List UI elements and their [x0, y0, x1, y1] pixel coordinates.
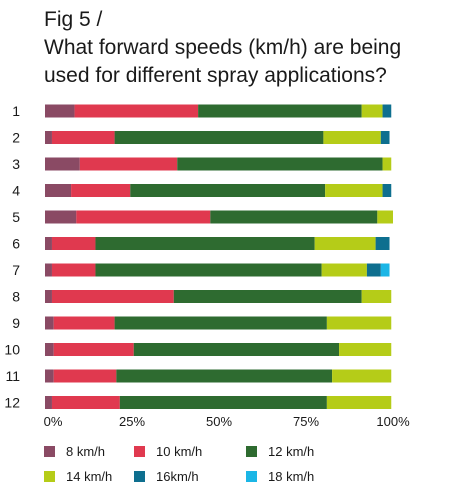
bar-segment — [45, 369, 54, 383]
bar-segment — [79, 157, 178, 171]
bar-segment — [71, 184, 131, 197]
category-label: 10 — [4, 342, 20, 358]
legend-item: 8 km/h — [44, 444, 134, 459]
bar-segment — [51, 263, 96, 277]
title-line-2: used for different spray applications? — [44, 64, 387, 87]
bar-segment — [332, 369, 392, 383]
bar-segment — [375, 237, 390, 250]
bar-segment — [51, 290, 174, 303]
bar-segment — [51, 237, 96, 250]
x-tick-label: 75% — [293, 414, 319, 429]
bar-segment — [380, 131, 390, 144]
x-tick-label: 100% — [376, 414, 410, 429]
bar-segment — [326, 316, 392, 330]
bar-segment — [382, 104, 392, 118]
legend-item: 18 km/h — [246, 469, 346, 484]
bar-segment — [45, 131, 52, 144]
bar-segment — [51, 131, 115, 144]
bar-segment — [380, 263, 390, 277]
bar-segment — [45, 396, 52, 409]
category-label: 12 — [4, 395, 20, 411]
bar-segment — [45, 290, 52, 303]
category-label: 2 — [12, 130, 20, 146]
legend-label: 16km/h — [156, 469, 199, 484]
bar-segment — [361, 104, 383, 118]
legend-swatch — [134, 471, 145, 482]
category-label: 4 — [12, 183, 20, 199]
bar-segment — [133, 343, 340, 356]
category-label: 6 — [12, 236, 20, 252]
bar-segment — [366, 263, 381, 277]
bar-segment — [314, 237, 376, 250]
bar-segment — [325, 184, 383, 197]
bar-segment — [323, 131, 381, 144]
bar-segment — [45, 157, 80, 171]
category-label: 1 — [12, 103, 20, 119]
bar-segment — [326, 396, 392, 409]
bar-segment — [45, 316, 54, 330]
legend-label: 14 km/h — [66, 469, 113, 484]
chart-title: Fig 5 / What forward speeds (km/h) are b… — [44, 6, 401, 90]
bar-segment — [177, 157, 383, 171]
legend-swatch — [44, 446, 55, 457]
legend-swatch — [246, 446, 257, 457]
legend-swatch — [44, 471, 55, 482]
x-tick-label: 50% — [206, 414, 232, 429]
category-label: 8 — [12, 289, 20, 305]
bar-segment — [339, 343, 392, 356]
bar-segment — [45, 210, 77, 224]
bar-segment — [45, 343, 54, 356]
bar-segment — [130, 184, 326, 197]
bar-segment — [95, 237, 315, 250]
bar-segment — [114, 131, 324, 144]
legend-label: 18 km/h — [268, 469, 315, 484]
bar-segment — [382, 184, 392, 197]
bar-segment — [51, 396, 120, 409]
bar-segment — [116, 369, 333, 383]
legend-item: 10 km/h — [134, 444, 246, 459]
legend-swatch — [246, 471, 257, 482]
bar-segment — [53, 369, 117, 383]
bar-segment — [53, 316, 115, 330]
bar-segment — [361, 290, 392, 303]
bar-segment — [45, 104, 75, 118]
x-tick-label: 25% — [119, 414, 145, 429]
bar-segment — [114, 316, 327, 330]
legend-item: 16km/h — [134, 469, 246, 484]
bar-segment — [74, 104, 199, 118]
bar-segment — [45, 237, 52, 250]
category-label: 5 — [12, 209, 20, 225]
legend-label: 8 km/h — [66, 444, 106, 459]
bar-segment — [45, 184, 72, 197]
legend-label: 10 km/h — [156, 444, 203, 459]
bar-segment — [119, 396, 327, 409]
bar-segment — [173, 290, 362, 303]
figure-number: Fig 5 / — [44, 8, 103, 31]
legend-label: 12 km/h — [268, 444, 315, 459]
x-tick-label: 0% — [44, 414, 63, 429]
title-line-1: What forward speeds (km/h) are being — [44, 36, 402, 59]
category-label: 3 — [12, 156, 20, 172]
bar-segment — [377, 210, 393, 224]
category-label: 7 — [12, 262, 20, 278]
bar-segment — [198, 104, 362, 118]
legend-item: 12 km/h — [246, 444, 346, 459]
bar-segment — [45, 263, 52, 277]
legend-swatch — [134, 446, 145, 457]
bar-segment — [53, 343, 134, 356]
legend-item: 14 km/h — [44, 469, 134, 484]
legend: 8 km/h 10 km/h 12 km/h 14 km/h 16km/h 18 km/h — [44, 444, 444, 484]
bar-segment — [76, 210, 211, 224]
bar-segment — [321, 263, 367, 277]
bar-segment — [95, 263, 322, 277]
category-label: 11 — [5, 368, 20, 384]
bar-segment — [382, 157, 392, 171]
category-label: 9 — [12, 315, 20, 331]
bar-segment — [210, 210, 378, 224]
